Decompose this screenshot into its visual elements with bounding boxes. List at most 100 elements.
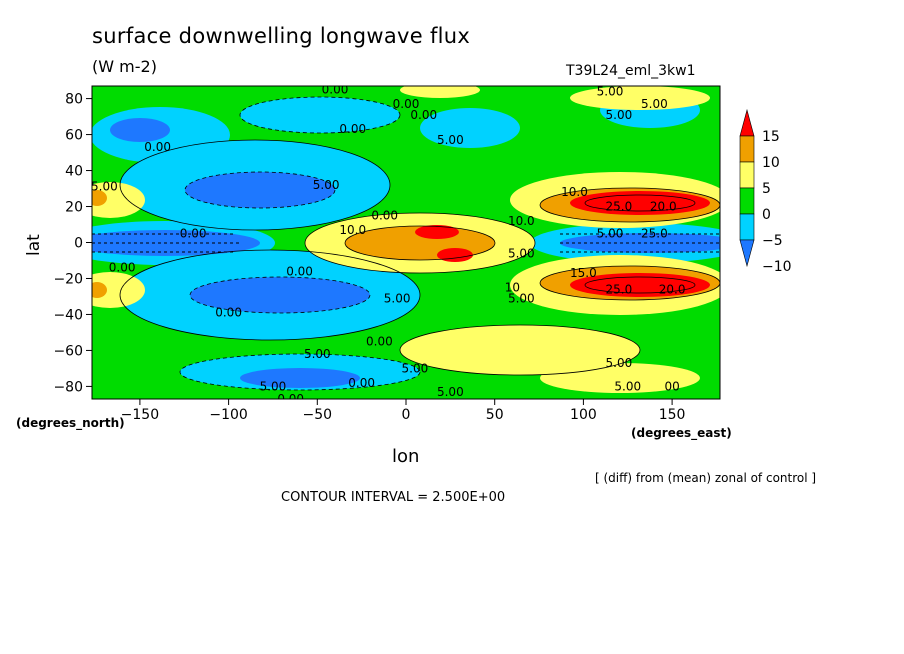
region-yellow-west-south	[92, 272, 145, 308]
colorbar-box	[739, 135, 755, 163]
colorbar-label: −5	[762, 233, 783, 249]
x-tick-label: 50	[486, 407, 504, 423]
contour-label: 25.0	[606, 200, 633, 214]
x-tick-label: −150	[121, 407, 159, 423]
colorbar: 15 10 5 0 −5 −10	[739, 108, 792, 275]
contour-label: 20.0	[650, 200, 677, 214]
contour-label: 0.00	[371, 209, 398, 223]
colorbar-label: −10	[762, 259, 792, 275]
region-yellow-south-atlantic	[400, 325, 640, 375]
contour-interval: CONTOUR INTERVAL = 2.500E+00	[281, 490, 506, 505]
contour-label: 5.00	[437, 385, 464, 399]
x-tick-label: 0	[402, 407, 411, 423]
region-blue-north-pacific	[185, 172, 335, 208]
region-orange-west-south	[92, 282, 107, 298]
y-axis-unit-label: (degrees_north)	[16, 416, 125, 430]
contour-label: 0.00	[410, 108, 437, 122]
x-axis-ticks: −150 −100 −50 0 50 100 150	[121, 399, 686, 423]
contour-label: 0.00	[366, 334, 393, 348]
colorbar-bottom-triangle	[739, 239, 755, 268]
diff-annotation: [ (diff) from (mean) zonal of control ]	[595, 471, 817, 485]
contour-np-inner	[184, 171, 336, 209]
heatmap-field: 0.000.000.000.005.000.005.005.005.005.00…	[91, 83, 720, 406]
contour-label: 0.00	[286, 264, 313, 278]
colorbar-box	[739, 213, 755, 241]
x-axis-unit-label: (degrees_east)	[631, 426, 732, 440]
contour-arctic	[239, 96, 401, 134]
experiment-name: T39L24_eml_3kw1	[566, 63, 696, 79]
contour-label: 10	[505, 280, 520, 294]
contour-label: 5.00	[606, 108, 633, 122]
colorbar-label: 10	[762, 155, 780, 171]
contour-se-inner	[584, 276, 696, 294]
x-tick-label: 100	[570, 407, 597, 423]
contour-label-group: 0.000.000.000.005.000.005.005.005.005.00…	[91, 83, 686, 406]
equatorial-dashes	[92, 233, 720, 253]
colorbar-box	[739, 187, 755, 215]
colorbar-box	[739, 161, 755, 189]
contour-label: 0.00	[215, 306, 242, 320]
x-tick-label: 150	[659, 407, 686, 423]
contour-se-mid	[539, 265, 720, 301]
x-tick-label: −100	[209, 407, 247, 423]
contour-label: 5.00	[597, 84, 624, 98]
region-cyan-north-arctic	[240, 97, 400, 133]
y-tick-label: −60	[53, 343, 83, 359]
y-axis-ticks: 80 60 40 20 0 −20 −40 −60 −80	[53, 92, 92, 395]
contour-label: 00	[664, 379, 679, 393]
y-tick-label: 20	[65, 200, 83, 216]
contour-label: 5.00	[614, 379, 641, 393]
contour-label: 20.0	[659, 282, 686, 296]
y-tick-label: 0	[74, 236, 83, 252]
contour-label: 5.00	[597, 227, 624, 241]
contour-lines	[119, 96, 720, 391]
contour-label: 5.00	[641, 97, 668, 111]
contour-label: 5.00	[260, 379, 287, 393]
chart-units: (W m-2)	[92, 57, 157, 76]
contour-label: 0.00	[322, 83, 349, 97]
contour-label: 10.0	[508, 214, 535, 228]
x-tick-label: −50	[303, 407, 333, 423]
contour-label: 10.0	[339, 223, 366, 237]
contour-ne-inner	[584, 194, 696, 212]
y-tick-label: 40	[65, 164, 83, 180]
contour-label: 0.00	[277, 392, 304, 406]
region-orange-west-north	[92, 190, 107, 206]
y-tick-label: −20	[53, 271, 83, 287]
region-blue-nw	[110, 118, 170, 142]
region-blue-antarctic	[240, 368, 360, 388]
region-yellow-north-edge	[400, 86, 480, 98]
contour-atl-mid	[344, 225, 496, 261]
contour-label: 5.00	[91, 180, 118, 194]
colorbar-label: 5	[762, 181, 771, 197]
y-tick-label: 80	[65, 92, 83, 108]
x-axis-label: lon	[392, 446, 420, 467]
y-tick-label: −80	[53, 379, 83, 395]
contour-antarctic	[179, 353, 421, 391]
region-yellow-southeast	[540, 363, 700, 393]
contour-label: 25.0	[606, 282, 633, 296]
contour-label: 5.00	[508, 246, 535, 260]
contour-label: 15.0	[570, 266, 597, 280]
contour-label: 0.00	[348, 376, 375, 390]
contour-label: 0.00	[109, 261, 136, 275]
contour-label: 0.00	[393, 97, 420, 111]
y-tick-label: −40	[53, 307, 83, 323]
contour-sp-outer	[119, 249, 421, 341]
contour-label: 0.00	[144, 140, 171, 154]
region-cyan-north-atlantic	[420, 108, 520, 148]
contour-label: 0.00	[339, 122, 366, 136]
contour-atl-outer	[304, 212, 536, 274]
colorbar-label: 15	[762, 129, 780, 145]
contour-np-outer	[119, 139, 391, 231]
contour-s-atl	[399, 324, 641, 376]
y-tick-label: 60	[65, 128, 83, 144]
contour-label: 10.0	[561, 185, 588, 199]
contour-ne-mid	[539, 187, 720, 223]
contour-label: 5.00	[437, 133, 464, 147]
contour-label: 5.00	[508, 291, 535, 305]
contour-label: 0.00	[180, 227, 207, 241]
equatorial-dense-contours	[92, 233, 720, 253]
region-blue-equator-west	[92, 230, 260, 256]
